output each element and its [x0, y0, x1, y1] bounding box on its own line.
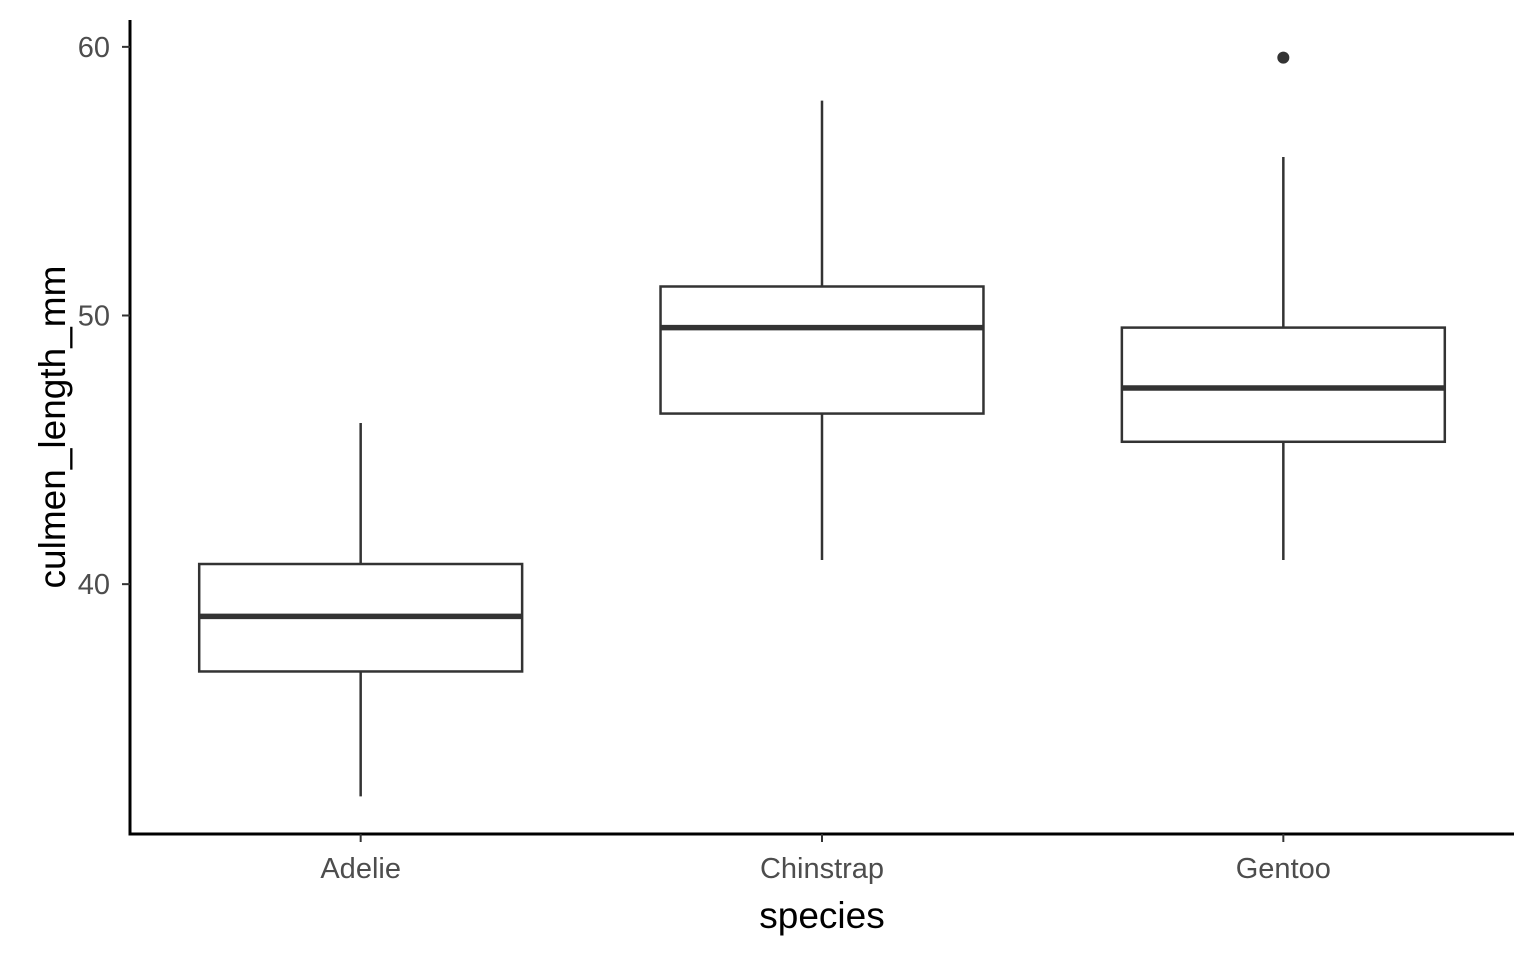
x-tick-label: Adelie [320, 853, 401, 885]
box-group-gentoo [1120, 51, 1447, 560]
x-tick-label: Gentoo [1236, 853, 1331, 885]
outlier-point [1277, 51, 1290, 64]
x-axis-ticks: Adelie Chinstrap Gentoo [320, 834, 1331, 885]
x-axis-title: species [759, 895, 884, 936]
iqr-box [659, 285, 985, 415]
y-tick-label: 40 [78, 569, 110, 601]
iqr-box [1120, 326, 1447, 444]
box-group-chinstrap [659, 100, 985, 560]
y-tick-label: 60 [78, 32, 110, 64]
y-axis-ticks: 40 50 60 [78, 32, 130, 601]
x-tick-label: Chinstrap [760, 853, 884, 885]
y-tick-label: 50 [78, 301, 110, 333]
y-axis-title: culmen_length_mm [32, 266, 73, 589]
plot-area [197, 51, 1447, 797]
box-group-adelie [197, 422, 524, 797]
